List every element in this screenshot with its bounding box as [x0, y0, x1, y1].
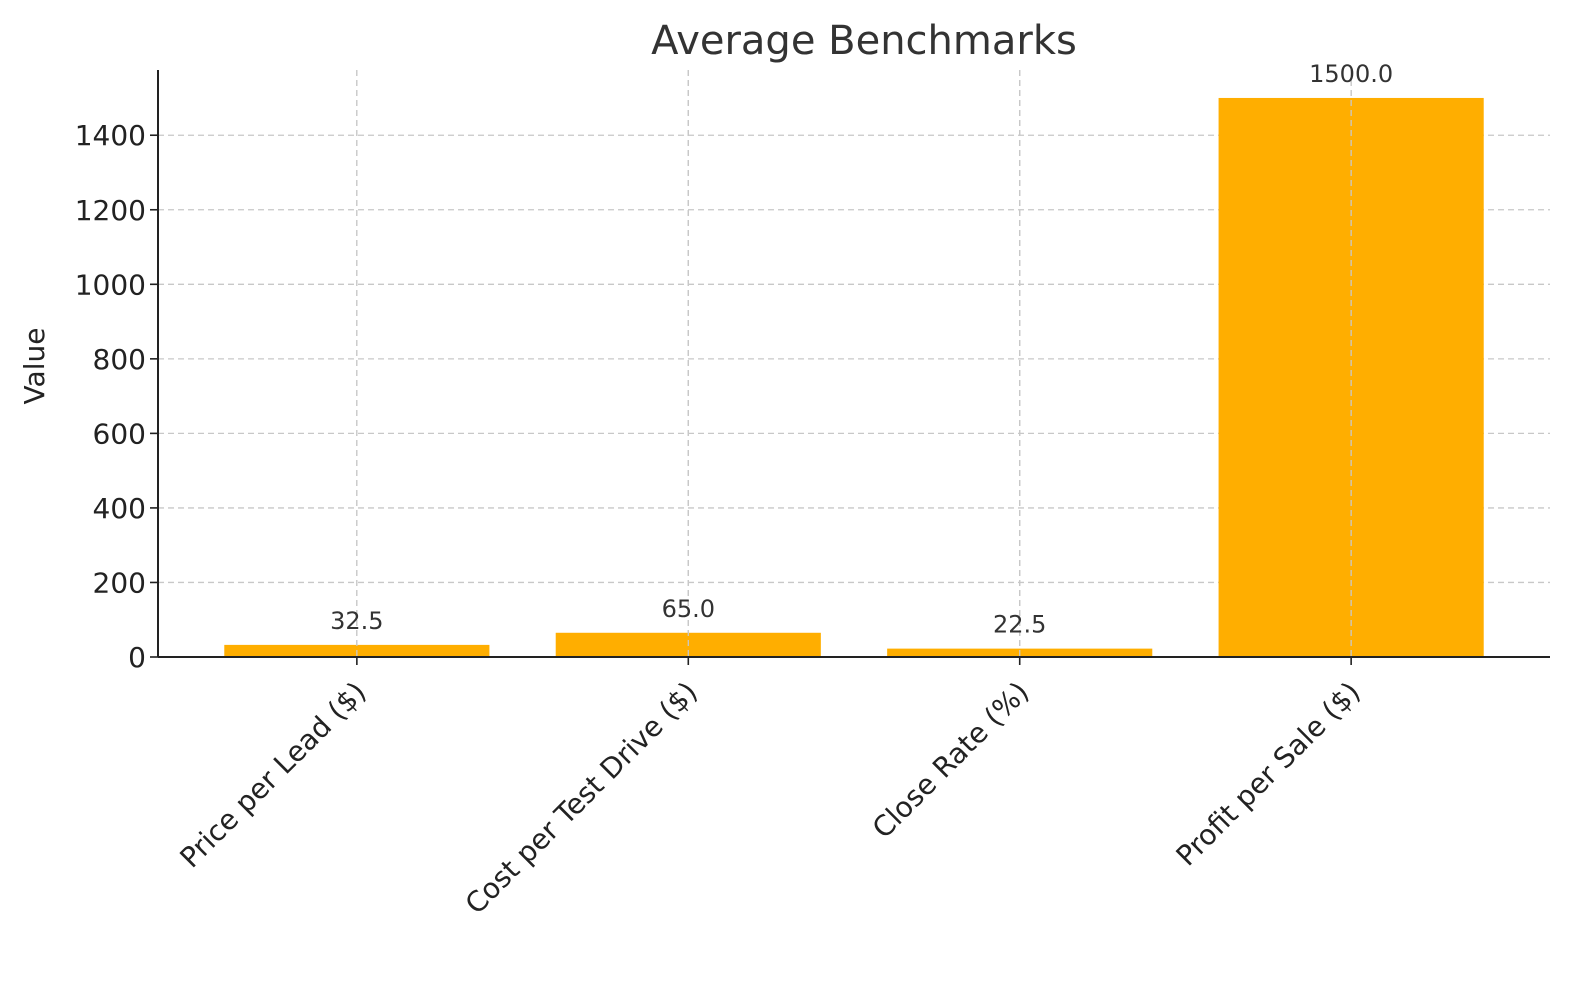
y-tick-label: 600	[93, 417, 146, 450]
x-category-label: Close Rate (%)	[866, 675, 1036, 845]
bar-value-label: 32.5	[330, 607, 383, 635]
y-axis-label: Value	[18, 328, 51, 405]
bar-value-label: 1500.0	[1309, 60, 1393, 88]
y-tick-label: 200	[93, 566, 146, 599]
bar-value-label: 65.0	[662, 595, 715, 623]
y-tick-label: 800	[93, 343, 146, 376]
bars	[224, 70, 1484, 657]
x-category-label: Cost per Test Drive ($)	[459, 675, 704, 920]
labels: 0 200 400 600 800 1000 1200 1400 32.5 65.0 22.5 150…	[75, 60, 1393, 921]
y-tick-label: 400	[93, 492, 146, 525]
bar-value-label: 22.5	[993, 611, 1046, 639]
chart-title: Average Benchmarks	[651, 18, 1077, 64]
y-tick-label: 1200	[75, 194, 146, 227]
axes	[150, 70, 1550, 665]
x-category-label: Profit per Sale ($)	[1170, 675, 1367, 872]
y-tick-label: 1400	[75, 119, 146, 152]
y-tick-label: 1000	[75, 268, 146, 301]
y-tick-label: 0	[128, 641, 146, 674]
x-category-label: Price per Lead ($)	[173, 675, 372, 874]
